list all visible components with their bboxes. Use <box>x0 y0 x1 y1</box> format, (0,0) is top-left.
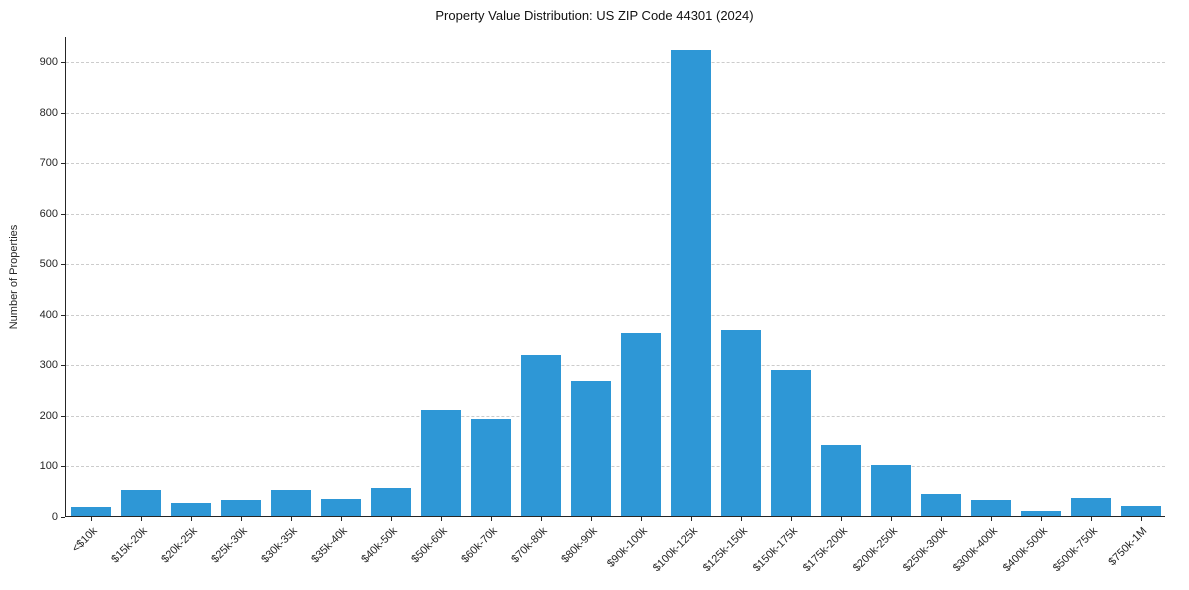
x-tick-mark <box>1091 517 1092 521</box>
gridline-y-400 <box>66 314 1165 316</box>
y-tick-mark <box>61 415 65 417</box>
x-tick-mark <box>391 517 392 521</box>
bar-200k-250k <box>871 464 911 516</box>
x-tick-label-text: $35k-40k <box>308 525 350 566</box>
x-tick-mark <box>191 517 192 521</box>
y-tick-mark <box>61 517 65 518</box>
bar-20k-25k <box>171 503 211 516</box>
y-tick-mark <box>61 213 65 215</box>
x-tick-label-text: $70k-80k <box>508 525 550 566</box>
x-tick-mark <box>291 517 292 521</box>
x-tick-label-text: $175k-200k <box>800 525 850 575</box>
bar-175k-200k <box>821 444 861 516</box>
x-tick-label-text: $400k-500k <box>1000 525 1050 575</box>
bar-500k-750k <box>1071 497 1111 516</box>
x-tick-label-text: $150k-175k <box>750 525 800 575</box>
gridline-y-500 <box>66 264 1165 266</box>
bar-70k-80k <box>521 355 561 516</box>
x-tick-mark <box>141 517 142 521</box>
y-tick-mark <box>61 365 65 367</box>
y-tick-label: 800 <box>39 106 58 119</box>
x-tick-mark <box>991 517 992 521</box>
gridline-y-100 <box>66 466 1165 468</box>
bar-90k-100k <box>621 333 661 516</box>
y-tick-label: 300 <box>39 359 58 372</box>
x-tick-label-text: $300k-400k <box>950 525 1000 575</box>
bar-125k-150k <box>721 330 761 516</box>
gridline-y-200 <box>66 415 1165 417</box>
x-tick-mark <box>741 517 742 521</box>
bar-30k-35k <box>271 489 311 516</box>
x-tick-label-text: $250k-300k <box>900 525 950 575</box>
x-tick-label-text: $50k-60k <box>408 525 450 566</box>
x-tick-mark <box>841 517 842 521</box>
chart-title: Property Value Distribution: US ZIP Code… <box>435 8 754 23</box>
x-tick-mark <box>541 517 542 521</box>
bar-300k-400k <box>971 500 1011 516</box>
y-axis-label: Number of Properties <box>8 224 20 330</box>
y-tick-label: 900 <box>39 56 58 69</box>
x-tick-label-text: $60k-70k <box>458 525 500 566</box>
x-tick-label-text: $80k-90k <box>558 525 600 566</box>
x-tick-label-text: $100k-125k <box>650 525 700 575</box>
y-tick-label: 700 <box>39 157 58 170</box>
x-tick-mark <box>941 517 942 521</box>
x-tick-mark <box>1041 517 1042 521</box>
y-tick-label: 100 <box>39 460 58 473</box>
x-tick-mark <box>341 517 342 521</box>
x-tick-label-text: <$10k <box>69 525 100 555</box>
bar-750k-1m <box>1121 505 1161 516</box>
bar-35k-40k <box>321 498 361 516</box>
bar-15k-20k <box>121 489 161 516</box>
x-tick-mark <box>891 517 892 521</box>
x-tick-label-text: $30k-35k <box>258 525 300 566</box>
x-tick-mark <box>691 517 692 521</box>
bar-400k-500k <box>1021 510 1061 516</box>
y-tick-mark <box>61 466 65 468</box>
y-tick-label: 500 <box>39 258 58 271</box>
gridline-y-900 <box>66 62 1165 64</box>
gridline-y-600 <box>66 213 1165 215</box>
bar-60k-70k <box>471 419 511 516</box>
x-tick-label-text: $40k-50k <box>358 525 400 566</box>
x-tick-mark <box>441 517 442 521</box>
gridline-y-300 <box>66 365 1165 367</box>
x-tick-mark <box>491 517 492 521</box>
x-tick-label-text: $750k-1M <box>1106 525 1150 569</box>
x-tick-mark <box>641 517 642 521</box>
x-tick-mark <box>791 517 792 521</box>
x-tick-label-text: $15k-20k <box>108 525 150 566</box>
y-tick-label: 400 <box>39 308 58 321</box>
bar-10k <box>71 506 111 516</box>
y-tick-mark <box>61 314 65 316</box>
y-tick-mark <box>61 62 65 64</box>
bar-50k-60k <box>421 409 461 516</box>
bar-250k-300k <box>921 494 961 516</box>
x-tick-mark <box>591 517 592 521</box>
x-tick-mark <box>91 517 92 521</box>
x-tick-mark <box>1141 517 1142 521</box>
x-tick-label-text: $25k-30k <box>208 525 250 566</box>
bar-150k-175k <box>771 369 811 516</box>
bar-100k-125k <box>671 50 711 516</box>
bar-40k-50k <box>371 487 411 516</box>
y-tick-mark <box>61 264 65 266</box>
plot-area: 0 100 200 300 400 500 600 700 800 900 <$10k $15k-20… <box>40 37 1165 574</box>
x-tick-label-text: $90k-100k <box>604 525 650 570</box>
x-tick-label-text: $20k-25k <box>158 525 200 566</box>
x-tick-label-text: $125k-150k <box>700 525 750 575</box>
gridline-y-700 <box>66 163 1165 165</box>
x-tick-label-text: $500k-750k <box>1050 525 1100 575</box>
y-tick-label: 600 <box>39 207 58 220</box>
x-tick-label-text: $200k-250k <box>850 525 900 575</box>
y-tick-mark <box>61 112 65 114</box>
bar-25k-30k <box>221 499 261 516</box>
gridline-y-800 <box>66 112 1165 114</box>
y-tick-label: 200 <box>39 409 58 422</box>
x-tick-mark <box>241 517 242 521</box>
y-tick-mark <box>61 163 65 165</box>
bar-80k-90k <box>571 380 611 516</box>
y-tick-label: 0 <box>51 511 58 523</box>
